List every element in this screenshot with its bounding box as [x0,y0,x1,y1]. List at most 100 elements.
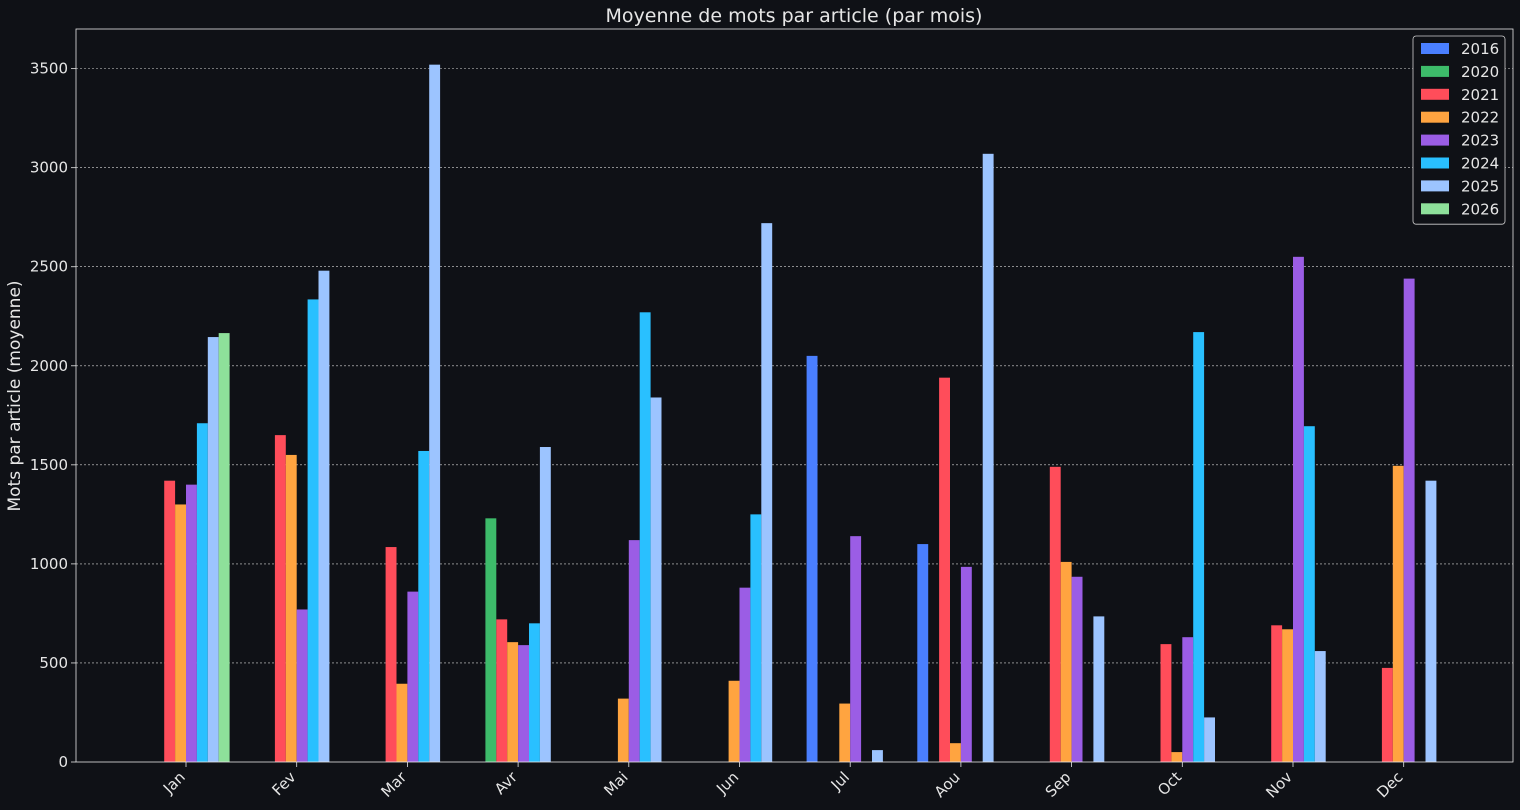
bar-2025-Avr [539,447,551,762]
legend-label: 2023 [1461,132,1499,150]
y-tick-label: 1500 [30,456,68,474]
bar-2023-Avr [518,645,529,762]
x-tick-label: Jan [159,768,189,798]
bar-2024-Nov [1303,426,1315,762]
legend-label: 2022 [1461,109,1499,127]
bar-2021-Fev [274,435,286,762]
legend-swatch [1421,134,1449,146]
bar-2025-Jul [872,750,883,762]
legend-box [1412,35,1506,225]
bar-2024-Jun [750,514,762,762]
legend-swatch [1421,157,1449,169]
x-tick-label: Mai [600,768,631,799]
bar-2024-Avr [529,623,540,762]
bar-2021-Oct [1160,644,1172,762]
bar-2022-Jul [839,703,851,762]
bar-2025-Mai [650,397,662,762]
bar-2023-Aou [960,566,972,762]
bar-2022-Jun [728,680,740,762]
y-tick-label: 3000 [30,159,68,177]
x-tick-label: Jun [712,768,742,798]
bar-2023-Sep [1071,576,1083,762]
x-tick-label: Oct [1154,768,1185,799]
legend-swatch [1421,88,1449,100]
bar-2022-Aou [950,743,961,762]
x-tick-label: Aou [931,768,964,801]
legend-label: 2026 [1461,200,1499,218]
y-tick-label: 1000 [30,555,68,573]
bar-2022-Jan [175,504,186,762]
bar-2024-Fev [307,299,319,762]
bar-2022-Nov [1282,629,1293,762]
legend: 2016 2020 2021 2022 2023 2024 2025 2026 [1412,35,1506,225]
x-tick-label: Jul [827,768,853,794]
bar-2021-Aou [939,377,950,762]
chart-title: Moyenne de mots par article (par mois) [606,5,983,27]
bar-2024-Mai [639,312,651,762]
x-tick-label: Sep [1042,768,1075,801]
x-ticks: Jan Fev Mar Avr Mai Jun Jul Aou Sep Oct Nov Dec [159,762,1407,802]
bar-2022-Mai [617,698,629,762]
bar-2025-Jan [207,337,219,762]
x-tick-label: Mar [377,768,410,801]
bar-2016-Jul [806,355,818,762]
bar-2022-Fev [285,454,297,762]
legend-label: 2016 [1461,40,1499,58]
y-tick-label: 500 [39,654,68,672]
legend-swatch [1421,203,1449,215]
bar-2021-Dec [1381,667,1393,762]
bar-2023-Mar [407,591,419,762]
bar-2022-Dec [1392,465,1404,762]
bar-2024-Mar [418,450,430,762]
bar-2021-Avr [496,619,508,762]
bar-2023-Jun [739,587,751,762]
legend-swatch [1421,65,1449,77]
bar-2025-Dec [1425,480,1437,762]
bar-2023-Jul [850,536,862,762]
x-tick-label: Avr [491,768,522,799]
bar-2023-Oct [1182,637,1194,762]
bar-2020-Avr [485,518,497,762]
bar-2025-Sep [1093,616,1105,762]
bar-2021-Nov [1271,625,1283,762]
x-tick-label: Dec [1373,768,1406,801]
bar-2025-Nov [1314,651,1326,762]
bar-2024-Oct [1193,332,1205,762]
legend-label: 2020 [1461,63,1499,81]
x-tick-label: Nov [1262,768,1296,802]
bar-2023-Jan [186,484,197,762]
bar-2021-Jan [164,480,176,762]
plot-frame [75,28,1514,763]
bar-2025-Mar [429,64,441,762]
legend-label: 2021 [1461,86,1499,104]
bar-2022-Oct [1171,752,1183,762]
bar-2021-Mar [385,547,397,762]
bar-2023-Fev [296,609,308,762]
bar-2023-Mai [628,540,640,762]
axes [75,28,1514,763]
bar-2023-Dec [1403,278,1415,762]
bar-2023-Nov [1293,256,1304,762]
y-ticks: 0 500 1000 1500 2000 2500 3000 3500 [30,60,76,771]
bar-2025-Aou [982,153,994,762]
legend-label: 2025 [1461,177,1499,195]
legend-swatch [1421,180,1449,192]
legend-swatch [1421,111,1449,123]
bar-2026-Jan [218,333,230,762]
bar-2025-Oct [1204,717,1215,762]
bar-2021-Sep [1049,466,1061,762]
x-tick-label: Fev [268,768,299,799]
bar-2024-Jan [196,423,208,762]
bar-2016-Aou [917,544,929,762]
y-tick-label: 2500 [30,258,68,276]
bar-2025-Jun [761,223,773,763]
bars [164,64,1437,763]
bar-2025-Fev [318,270,330,762]
y-tick-label: 0 [58,753,68,771]
legend-swatch [1421,43,1449,54]
bar-2022-Avr [507,642,519,762]
bar-2022-Mar [396,683,408,762]
y-axis-label: Mots par article (moyenne) [5,280,25,511]
